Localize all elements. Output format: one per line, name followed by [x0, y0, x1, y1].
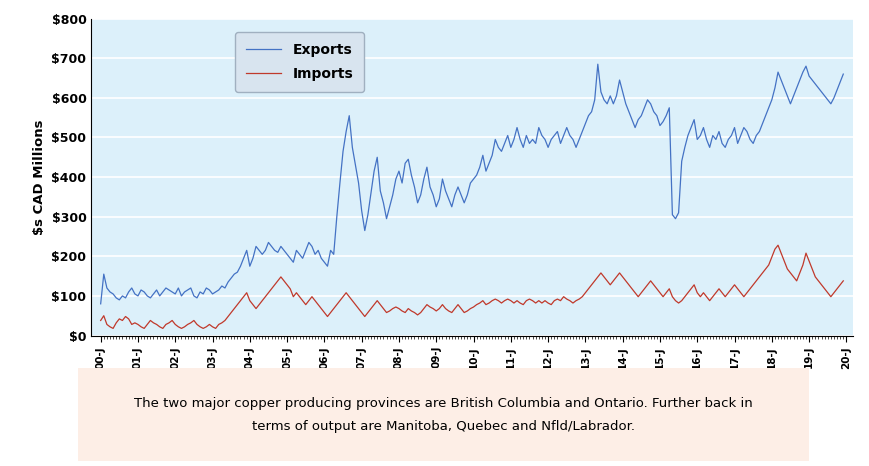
Y-axis label: $s CAD Millions: $s CAD Millions: [33, 119, 46, 235]
Imports: [350, 302, 361, 308]
Exports: [145, 295, 156, 301]
Imports: [108, 326, 118, 331]
Legend: Exports, Imports: Exports, Imports: [235, 32, 364, 92]
Line: Imports: Imports: [101, 245, 842, 329]
X-axis label: Year & Month: Year & Month: [418, 371, 525, 385]
Imports: [589, 278, 600, 284]
Imports: [129, 320, 140, 326]
FancyBboxPatch shape: [49, 364, 838, 465]
Exports: [586, 109, 596, 115]
Text: The two major copper producing provinces are British Columbia and Ontario. Furth: The two major copper producing provinces…: [134, 397, 753, 433]
Exports: [347, 144, 357, 150]
Imports: [148, 320, 158, 326]
Imports: [216, 320, 227, 326]
Exports: [837, 71, 847, 77]
Line: Exports: Exports: [101, 64, 842, 304]
Exports: [787, 93, 798, 99]
Imports: [96, 318, 106, 323]
Exports: [126, 285, 136, 291]
Imports: [791, 278, 801, 284]
Exports: [213, 287, 223, 293]
Exports: [592, 62, 602, 67]
Imports: [837, 278, 847, 284]
Imports: [772, 242, 782, 248]
Exports: [96, 301, 106, 307]
